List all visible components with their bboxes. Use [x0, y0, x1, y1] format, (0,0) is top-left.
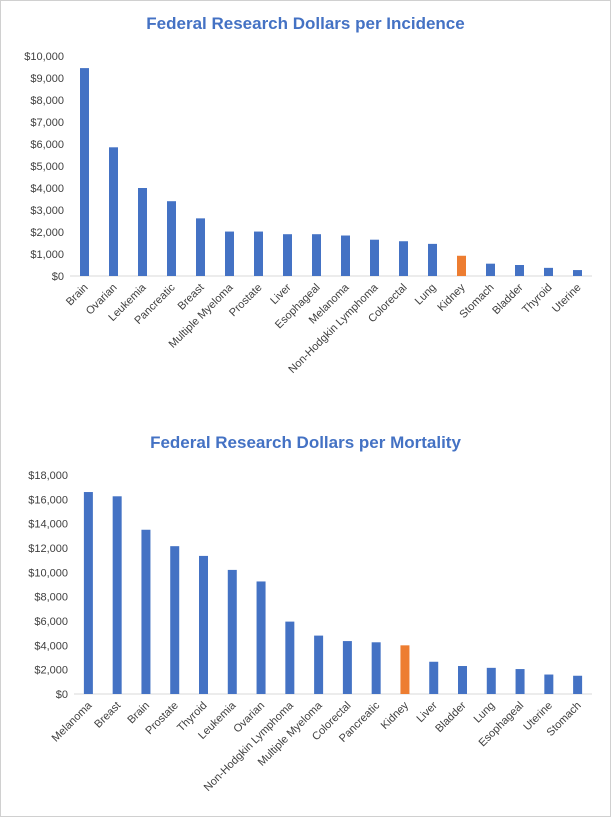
bar-thyroid	[544, 267, 553, 276]
bar-ovarian	[256, 581, 266, 694]
bar-thyroid	[199, 555, 208, 694]
y-tick-label: $4,000	[30, 183, 64, 195]
bar-pancreatic	[167, 201, 176, 276]
bar-multiple-myeloma	[225, 231, 234, 276]
category-label: Bladder	[433, 699, 469, 735]
chart-title-mortality: Federal Research Dollars per Mortality	[150, 433, 461, 452]
category-label: Melanoma	[50, 699, 95, 744]
y-tick-label: $10,000	[28, 567, 68, 579]
y-tick-label: $4,000	[34, 640, 68, 652]
y-tick-label: $14,000	[28, 519, 68, 531]
bar-breast	[196, 218, 205, 276]
bar-stomach	[486, 263, 495, 276]
bar-colorectal	[342, 641, 352, 694]
bar-esophageal	[515, 669, 525, 694]
bar-prostate	[254, 231, 263, 276]
y-tick-label: $0	[56, 689, 68, 701]
bar-brain	[141, 529, 151, 694]
y-tick-label: $6,000	[30, 139, 64, 151]
y-tick-label: $0	[52, 271, 64, 283]
y-tick-label: $2,000	[30, 227, 64, 239]
y-tick-label: $6,000	[34, 616, 68, 628]
category-label: Brain	[125, 700, 152, 727]
y-tick-label: $8,000	[30, 95, 64, 107]
bar-uterine	[573, 270, 582, 276]
y-tick-label: $18,000	[28, 470, 68, 482]
incidence-chart: $0 $1,000 $2,000 $3,000 $4,000 $5,000 $6,000 $7…	[24, 51, 592, 376]
bar-bladder	[515, 265, 524, 276]
y-tick-label: $5,000	[30, 161, 64, 173]
category-label: Breast	[92, 700, 123, 731]
bar-breast	[112, 496, 122, 694]
y-tick-label: $12,000	[28, 543, 68, 555]
bar-kidney	[400, 645, 410, 694]
bar-stomach	[573, 675, 583, 694]
bar-melanoma	[341, 235, 350, 276]
bar-liver	[429, 661, 439, 694]
y-tick-label: $16,000	[28, 494, 68, 506]
bar-liver	[283, 234, 292, 276]
bar-lung	[428, 243, 437, 276]
category-label: Kidney	[379, 699, 412, 732]
bar-leukemia	[138, 188, 147, 276]
bar-esophageal	[312, 234, 321, 276]
category-label: Liver	[414, 699, 440, 725]
y-tick-label: $8,000	[34, 592, 68, 604]
bar-brain	[80, 68, 89, 276]
y-tick-label: $1,000	[30, 249, 64, 261]
bar-pancreatic	[371, 642, 381, 694]
bar-multiple-myeloma	[314, 635, 324, 694]
bar-melanoma	[83, 492, 93, 694]
chart-title-incidence: Federal Research Dollars per Incidence	[146, 14, 465, 33]
bar-colorectal	[399, 241, 408, 276]
bar-non-hodgkin-lymphoma	[285, 621, 295, 694]
bar-lung	[486, 667, 496, 694]
y-tick-label: $10,000	[24, 51, 64, 63]
bar-kidney	[457, 255, 466, 276]
category-label: Lung	[472, 700, 498, 726]
bar-bladder	[458, 666, 467, 694]
bar-leukemia	[227, 569, 237, 694]
bar-uterine	[544, 674, 554, 694]
bar-non-hodgkin-lymphoma	[370, 239, 379, 276]
bar-prostate	[170, 546, 180, 694]
y-tick-label: $7,000	[30, 117, 64, 129]
bar-ovarian	[109, 147, 118, 276]
y-tick-label: $2,000	[34, 665, 68, 677]
y-tick-label: $9,000	[30, 73, 64, 85]
y-tick-label: $3,000	[30, 205, 64, 217]
